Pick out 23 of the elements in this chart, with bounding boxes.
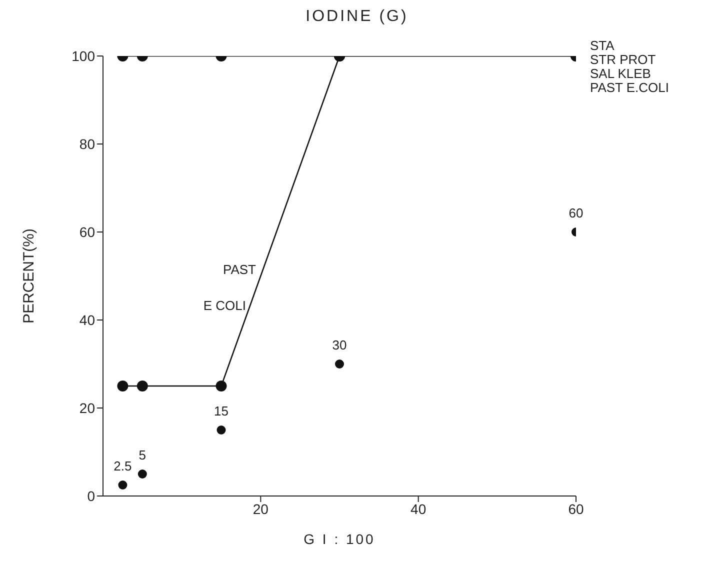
y-tick-label: 100 xyxy=(72,48,96,64)
data-label: 15 xyxy=(214,403,228,418)
text: SAL KLEB xyxy=(590,66,651,81)
chart-title: IODINE (G) xyxy=(304,8,410,26)
data-label: 30 xyxy=(332,337,347,352)
text: STR PROT xyxy=(590,52,656,67)
y-tick-label: 20 xyxy=(79,400,96,416)
x-tick-label: 20 xyxy=(252,500,269,517)
x-tick-label: 60 xyxy=(568,500,584,517)
x-axis-title: G I : 100 xyxy=(304,531,376,547)
x-tick-label: 40 xyxy=(410,500,426,517)
y-tick-label: 0 xyxy=(87,488,96,504)
y-tick-label: 40 xyxy=(79,312,96,328)
text: STA xyxy=(590,38,615,53)
data-label: 5 xyxy=(138,447,146,462)
annotation: PAST xyxy=(223,262,256,277)
annotation: E COLI xyxy=(203,298,246,313)
data-label: 60 xyxy=(568,205,584,220)
y-tick-label: 80 xyxy=(79,136,96,152)
data-label: 2.5 xyxy=(114,458,132,474)
text: PAST E.COLI xyxy=(590,80,669,95)
y-axis-title: PERCENT(%) xyxy=(20,228,38,324)
y-tick-label: 60 xyxy=(79,224,96,240)
